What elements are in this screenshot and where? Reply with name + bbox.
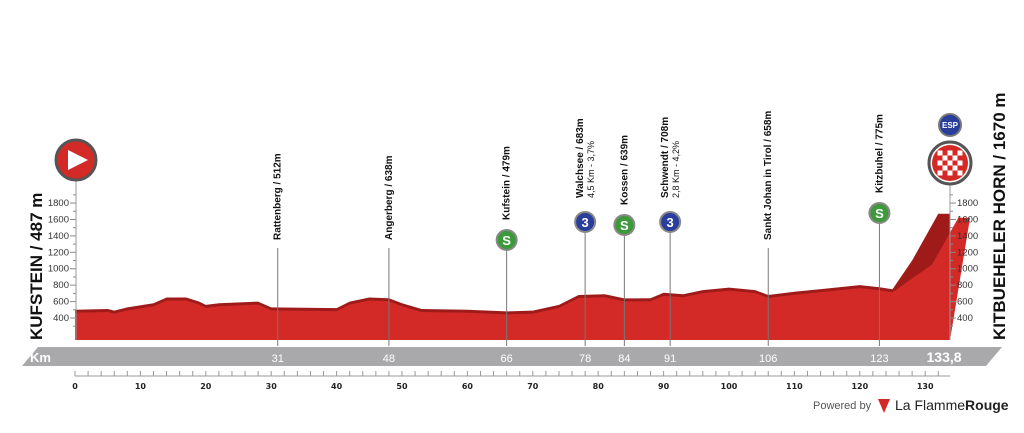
flamme-rouge-logo-icon — [878, 399, 890, 413]
km-bar-label: Km — [30, 350, 51, 365]
profile-area — [75, 217, 971, 340]
brand-name-b: Rouge — [965, 397, 1009, 413]
y-tick-label-left: 1000 — [48, 264, 69, 275]
marker-name: Sankt Johan in Tirol / 658m — [763, 111, 774, 240]
y-tick-label-left: 600 — [53, 297, 69, 308]
y-tick-label-right: 1800 — [957, 198, 978, 209]
x-tick-label: 60 — [462, 382, 474, 391]
y-tick-label-left: 800 — [53, 280, 69, 291]
x-tick-label: 20 — [200, 382, 212, 391]
marker-climb-info: 4,5 Km - 3,7% — [586, 141, 596, 198]
x-tick-label: 40 — [331, 382, 343, 391]
x-tick-label: 50 — [396, 382, 408, 391]
svg-text:La FlammeRouge: La FlammeRouge — [895, 397, 1009, 413]
icon-glyph: 3 — [582, 215, 589, 230]
checker-square — [957, 150, 963, 156]
y-tick-label-left: 1600 — [48, 214, 69, 225]
marker-name: Angerberg / 638m — [384, 155, 395, 240]
checker-square — [957, 170, 963, 176]
checker-square — [937, 170, 943, 176]
marker-name: Walchsee / 683m — [575, 118, 586, 198]
marker-sprint: S Kitzbuhel / 775m 123 — [868, 114, 891, 365]
marker-name: Kitzbuhel / 775m — [874, 114, 885, 193]
marker-town: Rattenberg / 512m 31 — [272, 153, 284, 365]
checker-square — [952, 165, 958, 171]
marker-km-label: 31 — [272, 353, 284, 365]
finish-km-label: 133,8 — [927, 349, 962, 365]
icon-glyph: 3 — [667, 215, 674, 230]
marker-sprint: S Kossen / 639m 84 — [613, 135, 636, 365]
marker-km-label: 106 — [759, 353, 777, 365]
checker-square — [947, 170, 953, 176]
x-tick-label: 90 — [658, 382, 670, 391]
y-tick-label-right: 1000 — [957, 264, 978, 275]
y-tick-label-right: 800 — [957, 280, 973, 291]
checker-square — [947, 160, 953, 166]
x-tick-label: 120 — [851, 382, 868, 391]
x-tick-label: 110 — [786, 382, 803, 391]
marker-name: Kufstein / 479m — [502, 146, 513, 220]
marker-town: Sankt Johan in Tirol / 658m 106 — [759, 111, 777, 365]
marker-km-label: 84 — [618, 353, 630, 365]
x-tick-label: 130 — [917, 382, 934, 391]
y-tick-label-left: 400 — [53, 313, 69, 324]
checker-square — [957, 160, 963, 166]
finish-checkered-flag-icon — [927, 140, 973, 186]
y-tick-label-right: 400 — [957, 313, 973, 324]
brand-name-a: La Flamme — [895, 397, 965, 413]
checker-square — [952, 155, 958, 161]
sprint-icon — [495, 229, 518, 251]
marker-km-label: 91 — [664, 353, 676, 365]
x-tick-label: 80 — [593, 382, 605, 391]
marker-name: Kossen / 639m — [619, 135, 630, 205]
y-tick-label-left: 1800 — [48, 198, 69, 209]
x-tick-label: 100 — [721, 382, 738, 391]
climb-category-3-icon — [659, 211, 682, 233]
sprint-icon — [868, 202, 891, 224]
marker-km-label: 48 — [383, 353, 395, 365]
y-tick-label-right: 600 — [957, 297, 973, 308]
marker-km-label: 78 — [579, 353, 591, 365]
marker-sprint: S Kufstein / 479m 66 — [495, 146, 518, 365]
icon-glyph: S — [620, 218, 629, 233]
icon-glyph: S — [875, 206, 884, 221]
esp-badge-label: ESP — [942, 121, 959, 130]
icon-glyph: S — [502, 233, 511, 248]
marker-climb-3: 3 Schwendt / 708m 2,8 Km - 4,2% 91 — [659, 117, 682, 365]
marker-town: Angerberg / 638m 48 — [383, 155, 395, 365]
powered-by-text: Powered by — [813, 400, 872, 412]
sprint-icon — [613, 214, 636, 236]
marker-name: Rattenberg / 512m — [273, 153, 284, 240]
checker-square — [937, 160, 943, 166]
x-tick-label: 10 — [135, 382, 147, 391]
checker-square — [947, 150, 953, 156]
start-label: KUFSTEIN / 487 m — [27, 193, 46, 340]
finish-label: KITBUEHELER HORN / 1670 m — [990, 93, 1009, 341]
esp-climb-icon — [938, 113, 962, 137]
x-tick-label: 30 — [266, 382, 278, 391]
y-tick-label-right: 1600 — [957, 214, 978, 225]
checker-square — [937, 150, 943, 156]
marker-name: Schwendt / 708m — [660, 117, 671, 198]
y-tick-label-right: 1200 — [957, 247, 978, 258]
checker-square — [942, 165, 948, 171]
footer-brand: Powered by La FlammeRouge — [813, 397, 1009, 413]
marker-climb-info: 2,8 Km - 4,2% — [671, 141, 681, 198]
climb-category-3-icon — [574, 211, 597, 233]
marker-climb-3: 3 Walchsee / 683m 4,5 Km - 3,7% 78 — [574, 118, 597, 365]
y-tick-label-right: 1400 — [957, 231, 978, 242]
km-bar — [22, 347, 1002, 366]
x-tick-label: 0 — [72, 382, 78, 391]
checker-square — [942, 155, 948, 161]
marker-km-label: 123 — [870, 353, 888, 365]
marker-km-label: 66 — [501, 353, 513, 365]
x-tick-label: 70 — [527, 382, 539, 391]
y-tick-label-left: 1400 — [48, 231, 69, 242]
play-arrow-icon — [68, 150, 88, 170]
y-tick-label-left: 1200 — [48, 247, 69, 258]
